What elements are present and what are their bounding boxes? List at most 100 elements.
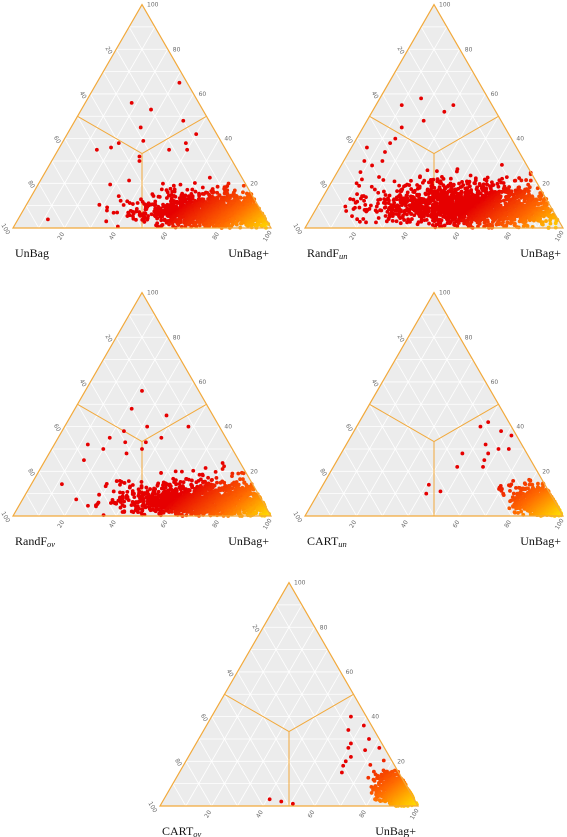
data-point — [179, 486, 184, 490]
data-point — [484, 178, 489, 183]
tick-label-bottom: 80 — [503, 231, 513, 241]
data-point — [435, 190, 440, 195]
data-point — [168, 202, 173, 207]
tick-label-bottom: 40 — [108, 231, 118, 241]
data-point — [172, 187, 177, 192]
data-point — [189, 478, 194, 483]
data-point — [526, 189, 531, 193]
data-point — [176, 223, 181, 227]
data-point — [405, 208, 410, 213]
data-point — [364, 220, 368, 225]
data-point — [524, 178, 529, 182]
data-point — [536, 481, 540, 486]
data-point — [447, 212, 452, 216]
data-point — [438, 489, 443, 494]
data-point — [469, 188, 474, 192]
data-point — [448, 176, 453, 181]
data-point — [130, 202, 135, 206]
data-point — [234, 194, 239, 199]
tick-label-left: 60 — [52, 423, 62, 433]
data-point — [429, 183, 434, 188]
data-point — [111, 489, 116, 494]
data-point — [488, 184, 492, 189]
data-point — [361, 217, 366, 221]
data-point — [422, 178, 427, 183]
grid-line — [38, 183, 65, 229]
data-point — [377, 175, 381, 179]
data-point — [374, 204, 379, 209]
corner-label-left: RandFun — [307, 246, 348, 261]
corner-label-right: UnBag+ — [228, 246, 269, 260]
data-point — [140, 447, 144, 451]
data-point — [484, 190, 489, 195]
data-point — [490, 220, 495, 224]
data-point — [465, 186, 470, 190]
data-point — [442, 215, 447, 220]
data-point — [455, 224, 460, 228]
data-point — [145, 205, 150, 209]
data-point — [108, 182, 113, 187]
data-point — [82, 458, 86, 463]
data-point — [354, 181, 359, 186]
data-point — [388, 141, 393, 145]
data-point — [164, 188, 169, 193]
data-point — [105, 205, 110, 210]
data-point — [480, 185, 485, 189]
data-point — [218, 480, 223, 485]
data-point — [455, 464, 460, 469]
data-point — [236, 471, 241, 476]
data-point — [402, 200, 407, 205]
tick-label-bottom: 60 — [160, 231, 170, 241]
data-point — [111, 500, 116, 505]
data-point — [172, 199, 176, 203]
data-point — [458, 208, 463, 213]
data-point — [486, 420, 491, 425]
data-point — [362, 159, 367, 163]
data-point — [165, 482, 169, 487]
data-point — [511, 491, 516, 496]
data-point — [116, 194, 121, 198]
data-point — [194, 224, 199, 229]
data-point — [452, 205, 457, 210]
data-point — [120, 494, 125, 499]
data-point — [183, 141, 188, 145]
data-point — [194, 132, 199, 137]
data-point — [190, 194, 195, 198]
tick-label-right: 100 — [439, 2, 451, 9]
data-point — [370, 163, 374, 168]
tick-label-right: 60 — [199, 91, 207, 98]
data-point — [181, 118, 186, 123]
data-point — [249, 225, 254, 230]
data-point — [153, 214, 158, 219]
data-point — [423, 207, 428, 211]
data-point — [463, 206, 468, 211]
data-point — [246, 224, 250, 228]
data-point — [424, 491, 429, 496]
data-point — [159, 224, 164, 228]
data-point — [483, 442, 488, 447]
data-point — [383, 214, 388, 218]
tick-label-right: 20 — [250, 180, 258, 187]
data-point — [472, 181, 477, 186]
tick-label-bottom: 100 — [262, 517, 274, 531]
data-point — [419, 217, 424, 222]
region-divider — [433, 115, 499, 154]
data-point — [396, 194, 401, 199]
data-point — [358, 170, 363, 175]
data-point — [238, 195, 243, 200]
data-point — [412, 206, 417, 211]
data-point — [182, 197, 187, 201]
tick-label-right: 100 — [147, 290, 159, 297]
data-point — [392, 179, 397, 184]
data-point — [511, 478, 516, 483]
data-point — [497, 178, 502, 183]
data-point — [450, 216, 455, 221]
data-point — [362, 198, 366, 203]
data-point — [130, 492, 135, 497]
data-point — [386, 201, 391, 206]
data-point — [364, 207, 369, 212]
tick-label-right: 60 — [491, 91, 499, 98]
tick-label-left: 20 — [104, 333, 114, 343]
data-point — [138, 125, 143, 130]
data-point — [159, 471, 163, 475]
